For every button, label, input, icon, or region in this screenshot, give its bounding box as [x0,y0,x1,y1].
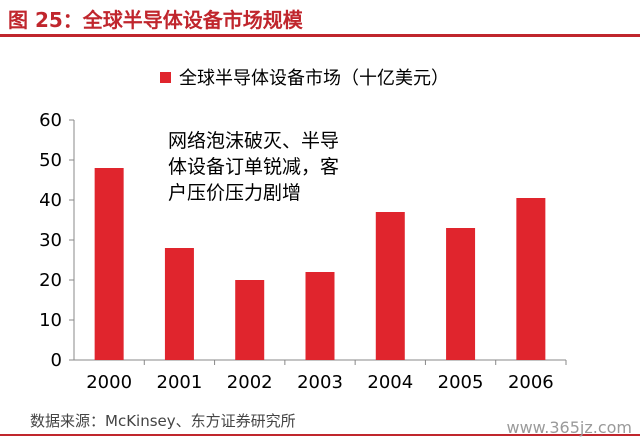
x-tick-label: 2006 [508,372,554,393]
x-tick-label: 2002 [227,372,273,393]
bar [164,248,194,360]
x-tick-label: 2003 [297,372,343,393]
figure-title: 图 25：全球半导体设备市场规模 [8,8,303,32]
bar [235,280,265,360]
y-tick-label: 10 [39,310,62,331]
watermark: www.365jz.com [506,418,632,437]
bar [516,198,546,360]
y-tick-label: 0 [51,350,62,371]
y-tick-label: 60 [39,110,62,131]
y-tick-label: 40 [39,190,62,211]
source-note: 数据来源：McKinsey、东方证券研究所 [30,412,296,430]
x-tick-label: 2001 [157,372,203,393]
title-divider [0,34,640,37]
x-tick-label: 2005 [438,372,484,393]
bar [375,212,405,360]
bottom-divider [0,434,640,436]
bar [446,228,476,360]
y-tick-label: 20 [39,270,62,291]
legend-label: 全球半导体设备市场（十亿美元） [179,68,449,89]
legend-swatch [160,71,171,83]
bar [94,168,124,360]
chart-annotation: 网络泡沫破灭、半导体设备订单锐减，客户压价压力剧增 [168,130,340,204]
y-tick-label: 50 [39,150,62,171]
chart-legend: 全球半导体设备市场（十亿美元） [160,64,449,90]
x-tick-label: 2004 [367,372,413,393]
bar [305,272,335,360]
x-tick-label: 2000 [86,372,132,393]
y-tick-label: 30 [39,230,62,251]
